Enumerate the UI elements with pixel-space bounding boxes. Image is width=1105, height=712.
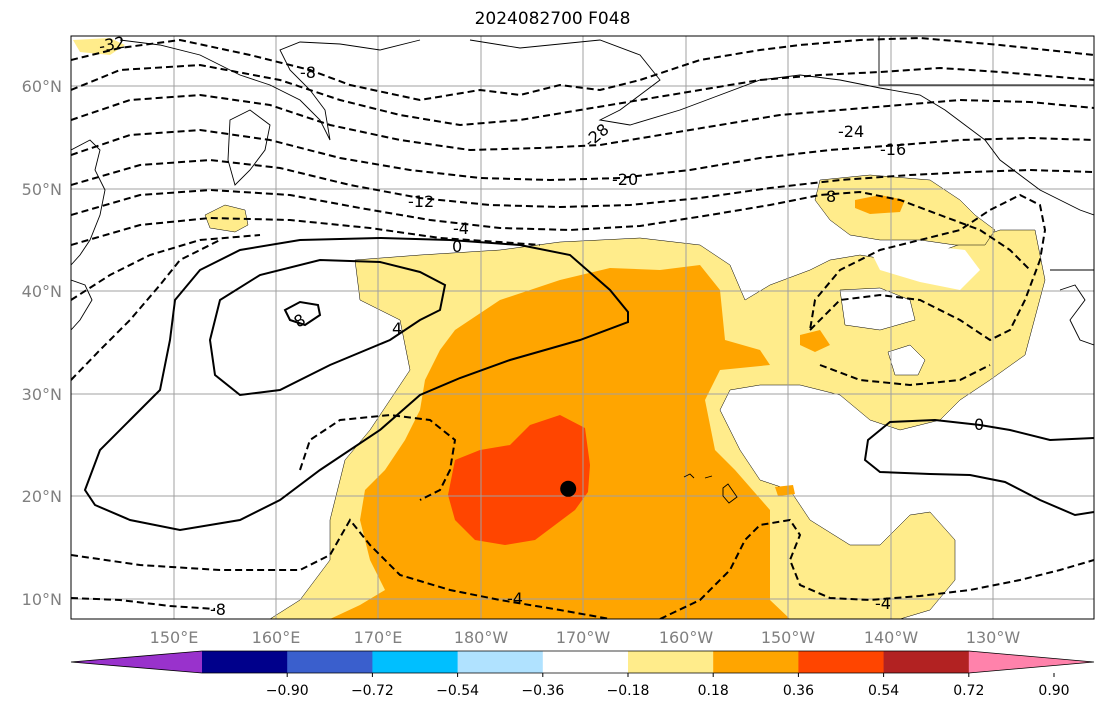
colorbar-tick-label: 0.18 bbox=[698, 683, 729, 699]
colorbar-swatch bbox=[372, 651, 459, 673]
colorbar: −0.90 −0.72 −0.54 −0.36 −0.18 0.18 0.36 0.54 0.7… bbox=[70, 650, 1095, 699]
graticule bbox=[71, 36, 1094, 619]
map-frame bbox=[70, 35, 1095, 620]
colorbar-swatch bbox=[202, 651, 288, 673]
lon-label: 160°E bbox=[252, 628, 301, 647]
colorbar-swatch bbox=[798, 651, 885, 673]
contour-label: -4 bbox=[875, 594, 891, 613]
colorbar-extend-min bbox=[71, 651, 202, 673]
colorbar-swatch bbox=[713, 651, 799, 673]
lon-labels: 150°E 160°E 170°E 180°W 170°W 160°W 150°… bbox=[150, 628, 1021, 647]
negative-contours bbox=[71, 36, 1094, 619]
colorbar-swatch bbox=[287, 651, 373, 673]
contour-label: 0 bbox=[974, 415, 984, 434]
colorbar-tick-label: 0.72 bbox=[953, 683, 984, 699]
lon-label: 180°W bbox=[454, 628, 509, 647]
lon-label: 170°E bbox=[354, 628, 403, 647]
contour-label: 0 bbox=[452, 237, 462, 256]
colorbar-tick-label: −0.18 bbox=[607, 683, 650, 699]
colorbar-extend-max bbox=[968, 651, 1094, 673]
colorbar-swatch bbox=[457, 651, 544, 673]
lon-label: 150°E bbox=[150, 628, 199, 647]
colorbar-tick-label: 0.36 bbox=[783, 683, 814, 699]
shading-high bbox=[448, 415, 590, 545]
contour-label: -8 bbox=[300, 63, 316, 82]
contour-label: -24 bbox=[838, 122, 864, 141]
contour-label: -12 bbox=[408, 192, 434, 211]
contour-label: 8 bbox=[291, 310, 309, 332]
colorbar-tick-label: −0.54 bbox=[436, 683, 479, 699]
storm-center-marker bbox=[560, 480, 577, 497]
lat-label: 20°N bbox=[22, 487, 62, 506]
contour-label: -8 bbox=[210, 600, 226, 619]
contour-label: -32 bbox=[97, 33, 126, 56]
contour-labels: -32 -28 -24 -20 -16 -12 -8 -4 0 4 8 8 0 … bbox=[97, 33, 984, 619]
contour-label: -4 bbox=[507, 589, 523, 608]
contour-label: -16 bbox=[880, 140, 906, 159]
lat-label: 40°N bbox=[22, 282, 62, 301]
lon-label: 160°W bbox=[659, 628, 714, 647]
contour-label: 4 bbox=[392, 319, 402, 338]
lon-label: 150°W bbox=[761, 628, 816, 647]
colorbar-outline bbox=[70, 650, 1095, 674]
contour-label: 8 bbox=[826, 187, 836, 206]
positive-contours bbox=[83, 236, 1094, 532]
map-area: -32 -28 -24 -20 -16 -12 -8 -4 0 4 8 8 0 … bbox=[71, 33, 1094, 619]
colorbar-swatch bbox=[628, 651, 714, 673]
contour-label: -4 bbox=[453, 219, 469, 238]
colorbar-tick-label: 0.54 bbox=[868, 683, 899, 699]
lon-label: 170°W bbox=[556, 628, 611, 647]
lat-label: 50°N bbox=[22, 180, 62, 199]
lat-label: 60°N bbox=[22, 77, 62, 96]
colorbar-tick-label: −0.90 bbox=[266, 683, 309, 699]
lat-label: 10°N bbox=[22, 590, 62, 609]
lat-label: 30°N bbox=[22, 385, 62, 404]
lon-label: 130°W bbox=[966, 628, 1021, 647]
lon-label: 140°W bbox=[864, 628, 919, 647]
map-title: 2024082700 F048 bbox=[474, 9, 631, 29]
colorbar-swatch bbox=[542, 651, 629, 673]
lat-labels: 60°N 50°N 40°N 30°N 20°N 10°N bbox=[22, 77, 62, 609]
colorbar-swatch bbox=[883, 651, 970, 673]
contour-label: -20 bbox=[612, 170, 638, 189]
colorbar-tick-label: −0.36 bbox=[521, 683, 564, 699]
colorbar-tick-label: −0.72 bbox=[351, 683, 394, 699]
colorbar-tick-label: 0.90 bbox=[1038, 683, 1069, 699]
